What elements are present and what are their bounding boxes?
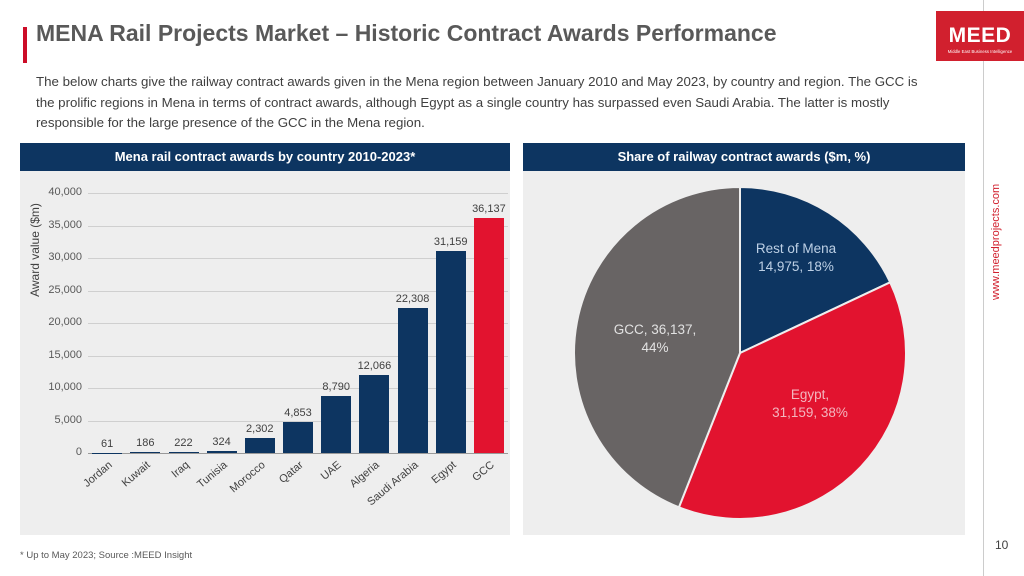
svg-text:14,975, 18%: 14,975, 18% — [758, 259, 834, 274]
svg-text:31,159, 38%: 31,159, 38% — [772, 405, 848, 420]
svg-text:Egypt,: Egypt, — [791, 387, 829, 402]
svg-text:GCC, 36,137,: GCC, 36,137, — [614, 322, 697, 337]
svg-text:Rest of Mena: Rest of Mena — [756, 241, 837, 256]
svg-text:44%: 44% — [641, 340, 668, 355]
